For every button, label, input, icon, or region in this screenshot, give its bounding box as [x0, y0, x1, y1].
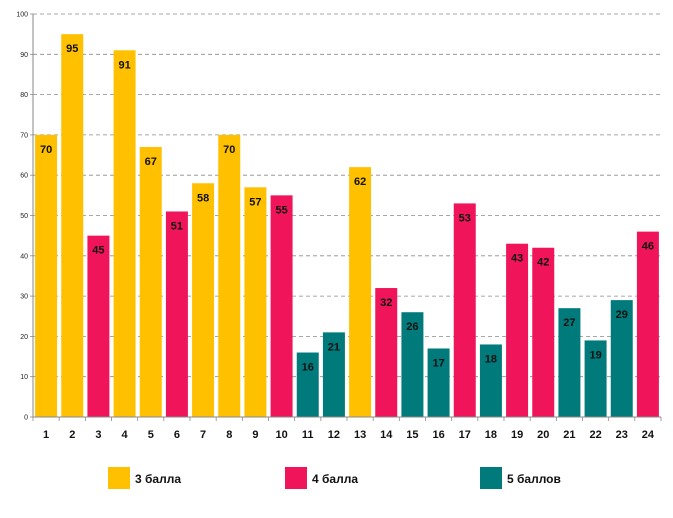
bar-1: [35, 134, 58, 417]
x-tick-label: 24: [642, 429, 655, 441]
data-label: 62: [354, 176, 366, 188]
data-label: 70: [40, 144, 52, 156]
bar-8: [218, 134, 241, 417]
data-label: 16: [302, 362, 314, 374]
bar-5: [139, 146, 162, 418]
y-tick-label: 90: [20, 52, 28, 59]
bar-15: [401, 312, 424, 417]
data-label: 32: [380, 297, 392, 309]
x-tick-label: 20: [537, 429, 549, 441]
data-label: 57: [249, 196, 261, 208]
x-tick-label: 17: [459, 429, 471, 441]
data-label: 27: [563, 317, 575, 329]
bar-12: [322, 332, 345, 417]
bar-17: [453, 203, 476, 417]
legend: 3 балла 4 балла 5 баллов: [108, 467, 561, 489]
y-tick-label: 100: [16, 12, 28, 19]
x-tick-label: 23: [616, 429, 628, 441]
bar-16: [427, 348, 450, 417]
bar-10: [270, 195, 293, 417]
bars: [35, 34, 659, 418]
y-tick-label: 30: [20, 294, 28, 301]
x-tick-label: 7: [200, 429, 206, 441]
x-tick-label: 6: [174, 429, 180, 441]
bar-24: [636, 231, 659, 417]
x-tick-label: 12: [328, 429, 340, 441]
x-tick-label: 8: [226, 429, 232, 441]
x-tick-label: 4: [122, 429, 129, 441]
bar-7: [192, 183, 215, 417]
data-label: 19: [589, 349, 601, 361]
bar-13: [349, 167, 372, 417]
data-label: 46: [642, 241, 654, 253]
axes: [30, 13, 662, 421]
legend-label-g5: 5 баллов: [507, 472, 561, 486]
data-label: 18: [485, 353, 497, 365]
data-label: 53: [459, 212, 471, 224]
bar-21: [558, 308, 581, 417]
x-tick-label: 1: [43, 429, 49, 441]
bar-22: [584, 340, 607, 417]
data-label: 29: [616, 309, 628, 321]
y-tick-label: 20: [20, 334, 28, 341]
y-tick-label: 80: [20, 92, 28, 99]
y-tick-label: 10: [20, 374, 28, 381]
y-tick-label: 40: [20, 253, 28, 260]
bar-18: [479, 344, 502, 417]
bar-3: [87, 235, 110, 417]
bar-14: [375, 288, 398, 417]
data-label: 45: [92, 245, 104, 257]
data-label: 43: [511, 253, 523, 265]
data-label: 95: [66, 43, 78, 55]
y-tick-label: 60: [20, 173, 28, 180]
data-label: 91: [118, 59, 130, 71]
x-tick-label: 3: [95, 429, 101, 441]
data-label: 42: [537, 257, 549, 269]
x-tick-label: 13: [354, 429, 366, 441]
data-label: 26: [406, 321, 418, 333]
x-tick-label: 5: [148, 429, 154, 441]
x-tick-label: 21: [563, 429, 575, 441]
legend-swatch-g3: [108, 467, 130, 489]
bar-6: [165, 211, 188, 417]
y-tick-label: 70: [20, 132, 28, 139]
x-axis-ticks: 1 2 3 4 5 6 7 8 9 10 11 12 13 14 15 16 17 18 19 20 21 22 23 24: [43, 429, 655, 441]
legend-swatch-g4: [285, 467, 307, 489]
x-tick-label: 19: [511, 429, 523, 441]
bar-23: [610, 300, 633, 417]
legend-label-g4: 4 балла: [312, 472, 358, 486]
data-label: 55: [275, 204, 287, 216]
data-label: 21: [328, 341, 340, 353]
bar-4: [113, 50, 136, 418]
x-tick-label: 18: [485, 429, 497, 441]
x-tick-label: 11: [302, 429, 314, 441]
data-label: 17: [432, 357, 444, 369]
bar-20: [532, 247, 555, 417]
legend-swatch-g5: [480, 467, 502, 489]
data-label: 51: [171, 220, 183, 232]
bar-11: [296, 352, 319, 417]
data-label: 67: [145, 156, 157, 168]
data-label: 70: [223, 144, 235, 156]
x-tick-label: 10: [275, 429, 287, 441]
x-tick-label: 22: [589, 429, 601, 441]
y-tick-label: 0: [24, 415, 28, 422]
x-tick-label: 16: [432, 429, 444, 441]
x-tick-label: 2: [69, 429, 75, 441]
x-tick-label: 15: [406, 429, 418, 441]
bar-2: [61, 34, 84, 418]
y-axis-ticks: 0 10 20 30 40 50 60 70 80 90 100: [16, 12, 28, 422]
legend-label-g3: 3 балла: [135, 472, 181, 486]
bar-9: [244, 187, 267, 417]
data-labels: 70 95 45 91 67 51 58 70 57 55 16 21 62 32 26 17 53 18 43 42…: [40, 43, 654, 373]
x-tick-label: 14: [380, 429, 393, 441]
x-tick-label: 9: [252, 429, 258, 441]
bar-19: [506, 243, 529, 417]
data-label: 58: [197, 192, 209, 204]
y-tick-label: 50: [20, 213, 28, 220]
